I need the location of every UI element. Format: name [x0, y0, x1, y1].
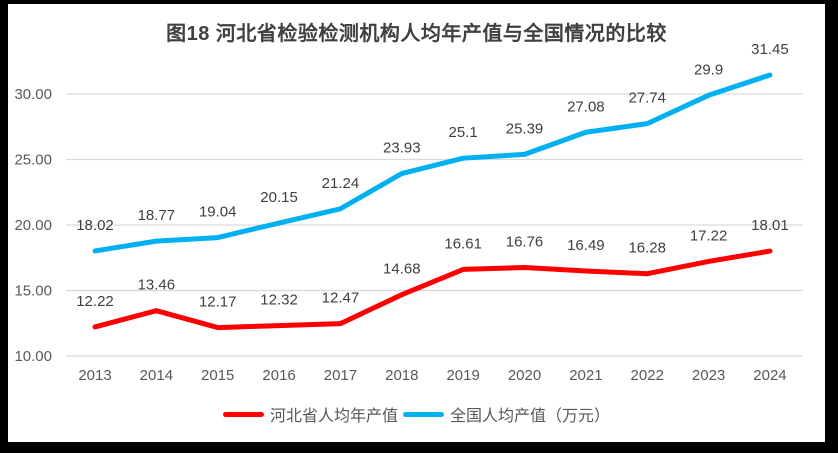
data-label: 25.39	[506, 120, 544, 137]
data-label: 20.15	[260, 189, 298, 206]
y-axis-tick-label: 25.00	[14, 152, 52, 169]
x-axis-tick-label: 2014	[140, 367, 173, 384]
y-axis-tick-label: 10.00	[14, 348, 52, 365]
y-axis-tick-label: 30.00	[14, 86, 52, 103]
x-axis-tick-label: 2022	[631, 367, 664, 384]
x-axis-tick-label: 2016	[262, 367, 295, 384]
data-label: 29.9	[694, 61, 723, 78]
data-label: 13.46	[138, 277, 176, 294]
x-axis-tick-label: 2024	[753, 367, 786, 384]
legend-label-hebei: 河北省人均年产值	[269, 408, 398, 425]
data-label: 18.01	[751, 217, 789, 234]
x-axis-tick-label: 2015	[201, 367, 234, 384]
legend-line-marker-red-icon	[222, 411, 264, 417]
x-axis-tick-label: 2023	[692, 367, 725, 384]
series-line-national	[92, 72, 773, 254]
data-label: 31.45	[751, 41, 789, 58]
data-label: 16.61	[444, 235, 482, 252]
data-label: 16.28	[628, 240, 666, 257]
x-axis-tick-label: 2021	[569, 367, 602, 384]
data-label: 12.22	[76, 293, 114, 310]
data-label: 21.24	[322, 175, 360, 192]
legend-item-hebei: 河北省人均年产值	[222, 402, 398, 426]
x-axis-tick-label: 2019	[446, 367, 479, 384]
legend-item-national: 全国人均产值（万元）	[403, 402, 610, 426]
data-label: 12.47	[322, 290, 360, 307]
data-label: 25.1	[449, 124, 478, 141]
legend-line-marker-blue-icon	[403, 411, 444, 417]
data-label: 19.04	[199, 204, 237, 221]
data-label: 12.17	[199, 294, 237, 311]
data-label: 16.49	[567, 237, 605, 254]
data-label: 12.32	[260, 292, 298, 309]
x-axis-tick-label: 2017	[324, 367, 357, 384]
y-axis-tick-label: 15.00	[14, 283, 52, 300]
data-label: 27.74	[628, 90, 666, 107]
data-label: 18.77	[138, 207, 176, 224]
x-axis-tick-label: 2013	[78, 367, 111, 384]
data-label: 27.08	[567, 98, 605, 115]
y-axis-tick-label: 20.00	[14, 217, 52, 234]
data-label: 14.68	[383, 261, 421, 278]
data-label: 17.22	[690, 227, 728, 244]
chart-title: 图18 河北省检验检测机构人均年产值与全国情况的比较	[166, 23, 667, 45]
data-label: 18.02	[76, 217, 114, 234]
series-line-hebei	[92, 248, 773, 331]
chart-canvas	[8, 4, 825, 442]
chart-legend: 河北省人均年产值 全国人均产值（万元）	[8, 402, 825, 426]
x-axis-tick-label: 2018	[385, 367, 418, 384]
data-label: 23.93	[383, 140, 421, 157]
x-axis-tick-label: 2020	[508, 367, 541, 384]
legend-label-national: 全国人均产值（万元）	[450, 408, 611, 425]
data-label: 16.76	[506, 233, 544, 250]
